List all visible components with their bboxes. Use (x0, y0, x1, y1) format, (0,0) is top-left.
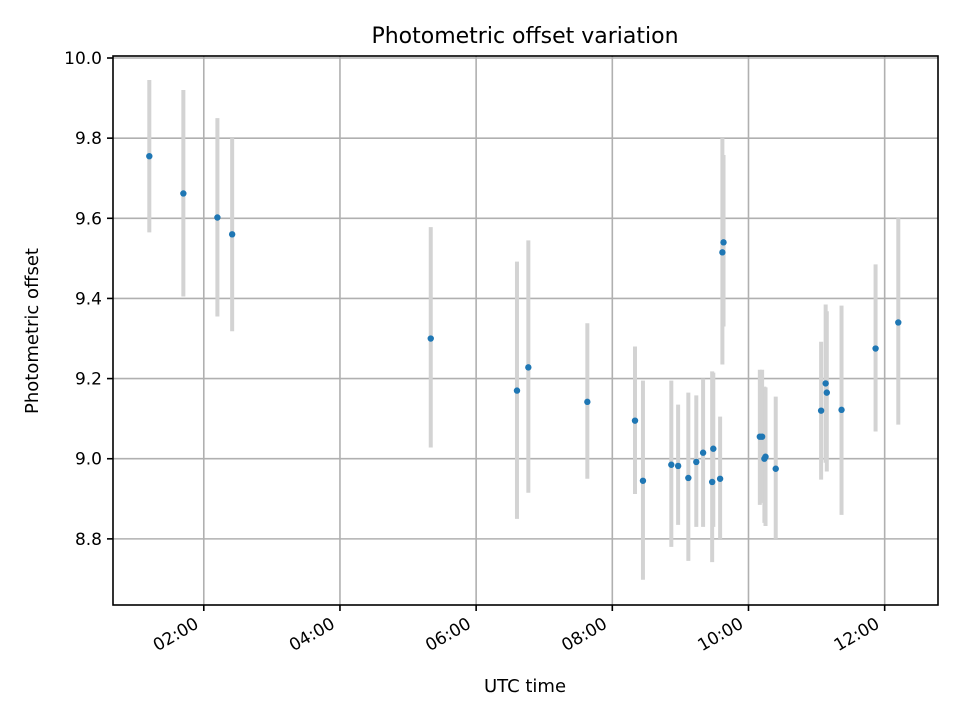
data-point (584, 398, 591, 406)
data-point (895, 319, 902, 326)
data-point (693, 458, 700, 466)
y-tick-label: 10.0 (64, 49, 102, 69)
data-point (674, 462, 682, 470)
data-point (838, 406, 845, 414)
y-tick-label: 9.6 (75, 209, 102, 229)
data-point (631, 417, 639, 424)
y-tick-label: 9.4 (75, 289, 102, 309)
x-tick-label: 04:00 (286, 614, 338, 656)
data-point (214, 214, 221, 221)
data-point (699, 449, 707, 456)
data-point (146, 152, 153, 160)
data-point (720, 239, 727, 246)
x-tick-label: 02:00 (150, 614, 202, 656)
data-point (872, 345, 879, 352)
error-bars (147, 80, 901, 580)
data-point (708, 478, 716, 486)
x-tick-label: 06:00 (422, 614, 474, 656)
data-point (758, 433, 766, 440)
x-tick-label: 08:00 (558, 614, 610, 656)
data-point (525, 364, 532, 371)
data-point (685, 474, 692, 482)
data-point (710, 445, 717, 452)
y-tick-label: 8.8 (75, 530, 102, 550)
data-point (427, 335, 434, 342)
x-tick-label: 12:00 (831, 614, 883, 656)
data-point (228, 231, 236, 238)
grid (113, 56, 938, 605)
y-tick-label: 9.0 (75, 450, 102, 470)
data-point (817, 407, 825, 414)
data-point (719, 249, 726, 256)
y-tick-label: 9.2 (75, 370, 102, 390)
x-tick-label: 10:00 (695, 614, 747, 656)
y-axis-label: Photometric offset (22, 248, 43, 414)
data-point (822, 380, 829, 387)
y-tick-label: 9.8 (75, 129, 102, 149)
data-point (762, 453, 769, 460)
plot-frame (112, 55, 939, 606)
data-point (823, 389, 830, 396)
x-axis-label: UTC time (484, 676, 566, 697)
data-point (772, 465, 779, 472)
data-point (513, 387, 521, 394)
chart-title: Photometric offset variation (371, 24, 678, 49)
data-points (146, 152, 902, 486)
data-point (639, 477, 647, 484)
data-point (716, 475, 724, 482)
data-point (180, 190, 187, 197)
axis-ticks: 02:00 04:00 06:00 08:00 10:00 12:00 8.8 9.0 9.2 9… (64, 49, 886, 656)
data-point (668, 461, 675, 468)
